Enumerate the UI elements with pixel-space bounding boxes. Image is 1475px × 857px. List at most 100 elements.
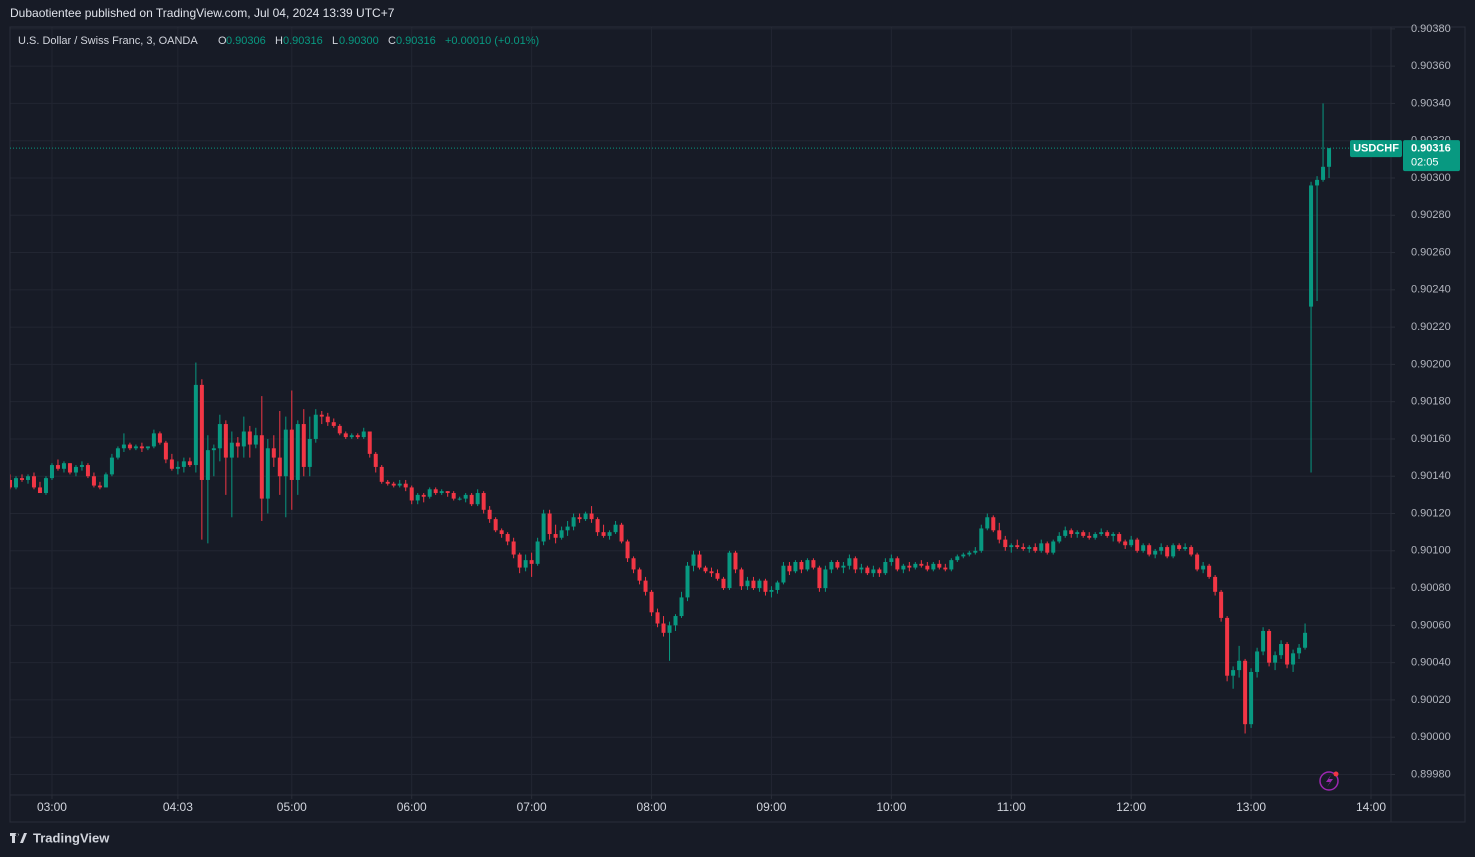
candle-body <box>817 567 822 589</box>
candle-body <box>1111 534 1116 536</box>
candle-body <box>1291 653 1296 665</box>
candle-body <box>445 491 450 494</box>
alert-icon[interactable] <box>1319 771 1339 791</box>
candles <box>10 103 1332 734</box>
candle-body <box>487 509 492 520</box>
candle-body <box>403 483 408 488</box>
candle-body <box>1243 660 1248 725</box>
candle-body <box>997 530 1002 540</box>
logo-mark[interactable] <box>10 833 27 843</box>
candle-body <box>439 491 444 494</box>
alert-circle[interactable] <box>1319 771 1339 791</box>
candle-body <box>811 560 816 568</box>
y-tick-label: 0.89980 <box>1411 768 1451 780</box>
candle-body <box>1297 647 1302 654</box>
x-tick-label: 08:00 <box>637 800 667 814</box>
y-tick-label: 0.90380 <box>1411 23 1451 35</box>
candle-body <box>769 589 774 592</box>
candle-body <box>241 431 246 447</box>
candle-body <box>1117 534 1122 542</box>
x-tick-label: 11:00 <box>997 800 1026 814</box>
candle-body <box>43 478 48 494</box>
candle-body <box>553 534 558 538</box>
candle-body <box>793 561 798 572</box>
candle-body <box>583 513 588 520</box>
candle-body <box>1273 655 1278 663</box>
candle-body <box>157 433 162 443</box>
y-tick-label: 0.90040 <box>1411 657 1451 669</box>
price-tag <box>1403 140 1460 172</box>
candle-body <box>283 429 288 477</box>
candle-body <box>415 494 420 501</box>
candle-body <box>985 517 990 529</box>
candle-body <box>1225 617 1230 676</box>
price-tag-text: 0.90316 <box>1411 143 1451 155</box>
candle-body <box>235 442 240 447</box>
y-tick-label: 0.90080 <box>1411 582 1451 594</box>
symbol: U.S. Dollar / Swiss Franc, 3, OANDA <box>18 35 198 47</box>
candle-body <box>1105 532 1110 536</box>
candle-body <box>493 519 498 531</box>
candle-body <box>379 466 384 482</box>
candle-body <box>1045 543 1050 553</box>
candle-body <box>1075 532 1080 535</box>
candle-body <box>385 481 390 484</box>
x-tick-label: 14:00 <box>1356 800 1386 814</box>
alert-dot <box>1333 771 1339 777</box>
legend-c: C <box>388 35 396 47</box>
candle-body <box>1309 185 1314 307</box>
candle-body <box>121 444 126 449</box>
candle-body <box>595 519 600 533</box>
candle-body <box>925 565 930 570</box>
y-tick-label: 0.90120 <box>1411 507 1451 519</box>
grid <box>10 27 1391 795</box>
candle-body <box>319 414 324 417</box>
candle-body <box>667 625 672 633</box>
candle-body <box>1021 547 1026 549</box>
candle-body <box>1015 545 1020 548</box>
candle-body <box>127 444 132 449</box>
candle-body <box>733 552 738 570</box>
candle-body <box>289 429 294 480</box>
candle-body <box>763 580 768 592</box>
candle-body <box>481 493 486 510</box>
y-tick-label: 0.90180 <box>1411 396 1451 408</box>
chart-frame <box>9 26 1466 823</box>
candle-body <box>1081 532 1086 536</box>
candle-body <box>1279 644 1284 656</box>
candle-body <box>1135 539 1140 551</box>
candle-body <box>1147 545 1152 555</box>
candle-body <box>1027 547 1032 549</box>
footer-brand[interactable]: TradingView <box>33 830 110 845</box>
candle-body <box>229 442 234 458</box>
candle-body <box>1189 547 1194 555</box>
x-tick-label: 04:03 <box>163 800 193 814</box>
candle-body <box>373 453 378 467</box>
candle-body <box>469 494 474 505</box>
candle-body <box>913 563 918 568</box>
candle-body <box>907 565 912 568</box>
legend-l: L <box>332 35 338 47</box>
alert-bolt[interactable] <box>1326 775 1333 787</box>
candle-body <box>787 565 792 572</box>
candle-body <box>967 552 972 555</box>
candle-body <box>847 558 852 566</box>
header-text: Dubaotientee published on TradingView.co… <box>10 6 395 20</box>
y-tick-label: 0.90200 <box>1411 358 1451 370</box>
candle-body <box>829 561 834 570</box>
candle-body <box>523 560 528 568</box>
candle-body <box>1159 547 1164 551</box>
candle-body <box>835 561 840 568</box>
candle-body <box>655 612 660 624</box>
candle-body <box>37 487 42 494</box>
candle-body <box>739 569 744 587</box>
footer-logo[interactable]: TradingView <box>10 830 110 845</box>
candle-body <box>607 532 612 536</box>
candle-body <box>1087 535 1092 538</box>
candle-body <box>1033 547 1038 551</box>
candle-body <box>253 435 258 445</box>
candle-body <box>247 431 252 445</box>
candle-body <box>271 448 276 458</box>
candle-body <box>973 550 978 553</box>
